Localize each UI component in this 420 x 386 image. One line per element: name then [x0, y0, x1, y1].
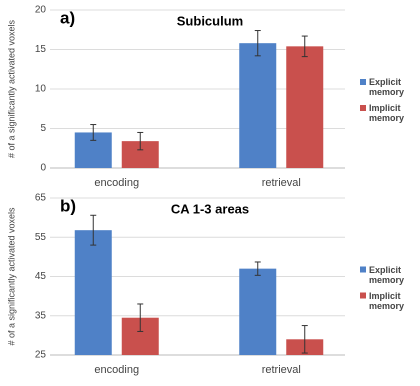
legend-swatch: [360, 79, 366, 85]
y-tick-label: 10: [35, 84, 47, 95]
y-tick-label: 45: [35, 271, 47, 282]
y-tick-label: 0: [40, 163, 46, 174]
chart-title: CA 1-3 areas: [171, 201, 249, 216]
panel-label: a): [60, 8, 75, 27]
y-tick-label: 15: [35, 44, 47, 55]
legend-label: Explicit memory: [369, 77, 405, 97]
y-axis-label: # of a significantly activated voxels: [6, 19, 16, 158]
legend-swatch: [360, 292, 366, 299]
bar: [74, 230, 112, 355]
panel-label: b): [60, 196, 76, 215]
legend-label: Explicit memory: [369, 264, 405, 285]
x-tick-label: retrieval: [262, 364, 301, 376]
y-tick-label: 65: [35, 193, 47, 204]
chart-title: Subiculum: [177, 13, 243, 28]
legend-swatch: [360, 266, 366, 273]
legend-swatch: [360, 105, 366, 111]
y-tick-label: 55: [35, 232, 47, 243]
bar: [286, 46, 324, 169]
y-tick-label: 5: [40, 123, 46, 134]
y-tick-label: 20: [35, 5, 47, 16]
y-tick-label: 35: [35, 310, 47, 321]
y-tick-label: 25: [35, 350, 47, 361]
y-axis-label: # of a significantly activated voxels: [6, 207, 16, 346]
x-tick-label: retrieval: [262, 177, 301, 189]
bar: [239, 268, 277, 355]
x-tick-label: encoding: [94, 177, 139, 189]
legend-label: Implicit memory: [369, 103, 405, 123]
legend-label: Implicit memory: [369, 290, 405, 311]
bar: [239, 43, 277, 168]
x-tick-label: encoding: [94, 364, 139, 376]
